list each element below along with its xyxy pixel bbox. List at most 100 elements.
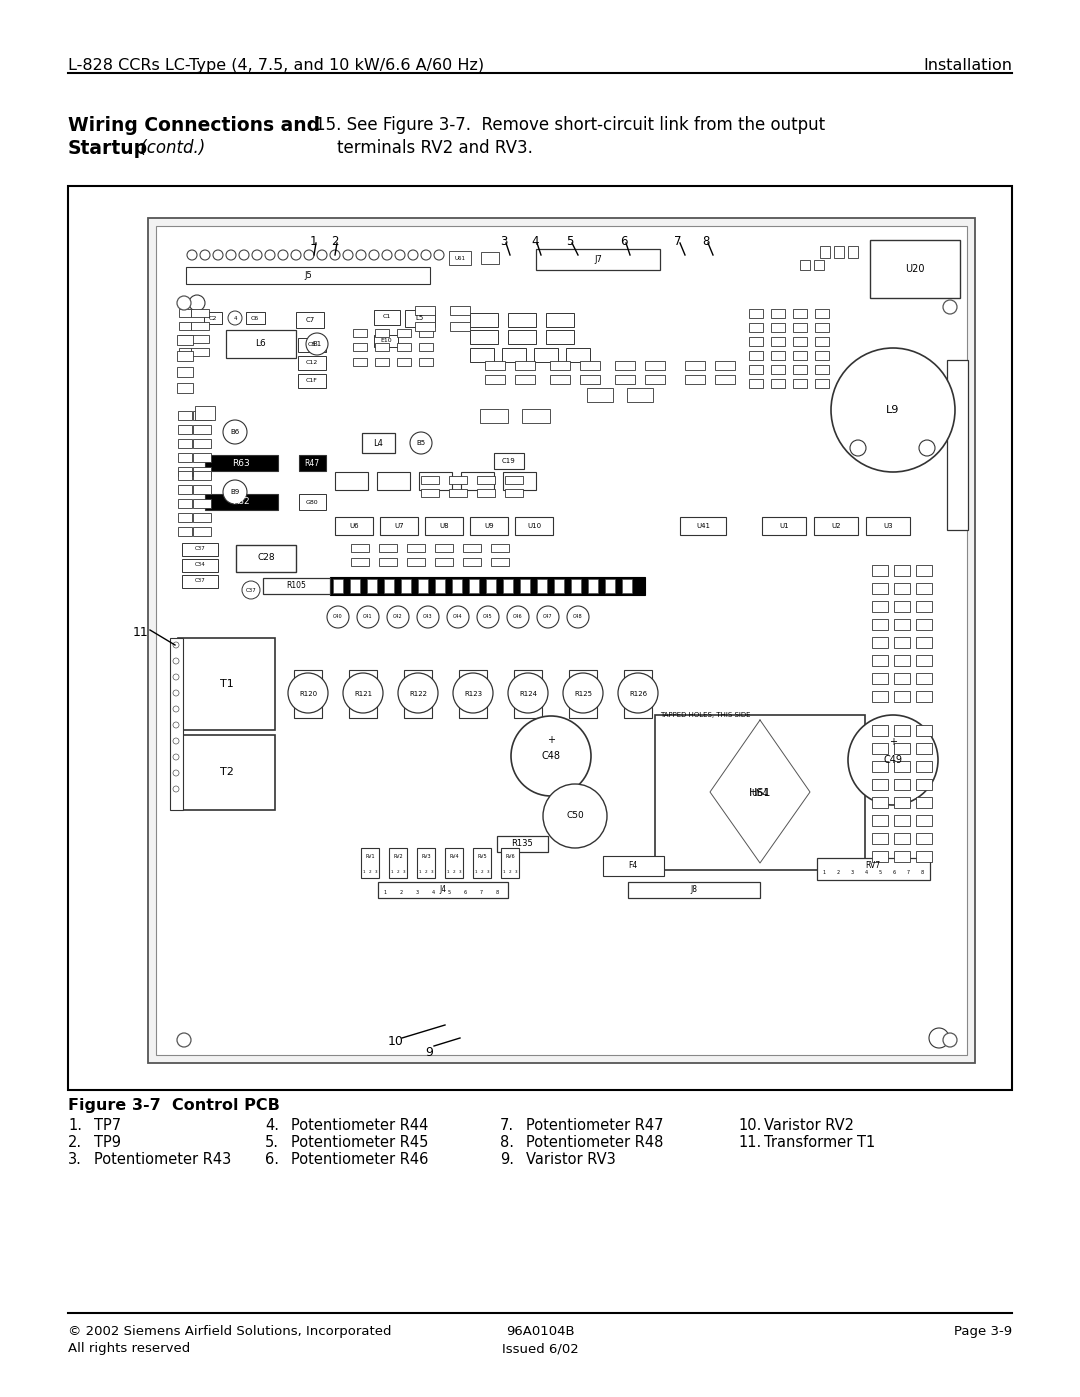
Circle shape	[189, 295, 205, 312]
Bar	[654, 715, 865, 870]
Bar	[685, 360, 705, 369]
Text: 2.: 2.	[68, 1134, 82, 1150]
Text: 2: 2	[330, 235, 338, 249]
Text: 4: 4	[431, 890, 434, 894]
Bar	[508, 313, 536, 327]
Bar	[872, 833, 888, 844]
Text: 9.: 9.	[500, 1153, 514, 1166]
Bar	[685, 374, 705, 384]
Bar	[814, 260, 824, 270]
Bar	[894, 655, 910, 665]
Circle shape	[567, 606, 589, 629]
Text: 1: 1	[475, 870, 477, 875]
Text: U9: U9	[484, 522, 494, 529]
Bar	[645, 374, 665, 384]
Circle shape	[291, 250, 301, 260]
Bar	[470, 348, 494, 362]
Text: 96A0104B: 96A0104B	[505, 1324, 575, 1338]
Text: 1: 1	[823, 869, 825, 875]
Text: 4: 4	[864, 869, 867, 875]
Bar	[522, 409, 550, 423]
Bar	[514, 671, 542, 718]
Text: C28: C28	[257, 553, 274, 563]
Text: C48: C48	[573, 615, 583, 619]
Bar	[485, 374, 505, 384]
Text: 10.: 10.	[738, 1118, 761, 1133]
Bar	[349, 671, 377, 718]
Circle shape	[356, 250, 366, 260]
Circle shape	[408, 250, 418, 260]
Circle shape	[173, 690, 179, 696]
Text: 1: 1	[419, 870, 421, 875]
Circle shape	[226, 250, 237, 260]
Bar	[389, 848, 407, 877]
Text: 5: 5	[878, 869, 881, 875]
Circle shape	[618, 673, 658, 712]
Bar	[550, 374, 570, 384]
Text: F4: F4	[629, 862, 637, 870]
Bar	[397, 330, 411, 337]
Bar	[470, 330, 498, 344]
Circle shape	[369, 250, 379, 260]
Circle shape	[303, 250, 314, 260]
Text: J8: J8	[690, 886, 698, 894]
Bar	[815, 337, 829, 345]
Text: C12: C12	[306, 360, 319, 366]
Bar	[178, 411, 192, 419]
Text: C44: C44	[454, 615, 463, 619]
Bar	[179, 335, 191, 344]
Bar	[750, 365, 762, 373]
Bar	[793, 351, 807, 359]
Circle shape	[200, 250, 210, 260]
Text: 4: 4	[531, 235, 539, 249]
Bar	[916, 742, 932, 753]
Text: Potentiometer R44: Potentiometer R44	[291, 1118, 429, 1133]
Circle shape	[173, 787, 179, 792]
Bar	[193, 411, 211, 419]
Text: 3: 3	[416, 890, 419, 894]
Text: C42: C42	[393, 615, 403, 619]
Bar	[178, 513, 192, 521]
Bar	[872, 814, 888, 826]
Bar	[554, 578, 564, 592]
Text: 3: 3	[459, 870, 461, 875]
Bar	[894, 778, 910, 789]
Bar	[183, 543, 218, 556]
Bar	[170, 638, 183, 810]
Text: U10: U10	[527, 522, 541, 529]
Text: TP7: TP7	[94, 1118, 121, 1133]
Circle shape	[563, 673, 603, 712]
Text: RV5: RV5	[477, 854, 487, 859]
Text: R124: R124	[519, 692, 537, 697]
Bar	[401, 578, 411, 592]
Text: 6: 6	[892, 869, 895, 875]
Circle shape	[453, 673, 492, 712]
Bar	[417, 848, 435, 877]
Text: R47: R47	[305, 458, 320, 468]
Bar	[916, 760, 932, 771]
Bar	[191, 335, 210, 344]
Text: 10: 10	[388, 1035, 404, 1048]
Bar	[491, 543, 509, 552]
Text: T1: T1	[220, 679, 234, 689]
Circle shape	[399, 673, 438, 712]
Text: 6: 6	[620, 235, 627, 249]
Bar	[193, 513, 211, 521]
Bar	[397, 358, 411, 366]
Bar	[459, 671, 487, 718]
Text: L5: L5	[416, 314, 424, 321]
Circle shape	[343, 250, 353, 260]
Text: TAPPED HOLES, THIS SIDE: TAPPED HOLES, THIS SIDE	[660, 712, 751, 718]
Circle shape	[943, 1032, 957, 1046]
Text: C41: C41	[363, 615, 373, 619]
Bar	[820, 246, 831, 258]
Bar	[815, 365, 829, 373]
Bar	[449, 476, 467, 483]
Bar	[296, 312, 324, 328]
Circle shape	[831, 348, 955, 472]
Bar	[872, 851, 888, 862]
Bar	[503, 578, 513, 592]
Bar	[449, 251, 471, 265]
Bar	[177, 367, 193, 377]
Bar	[894, 742, 910, 753]
